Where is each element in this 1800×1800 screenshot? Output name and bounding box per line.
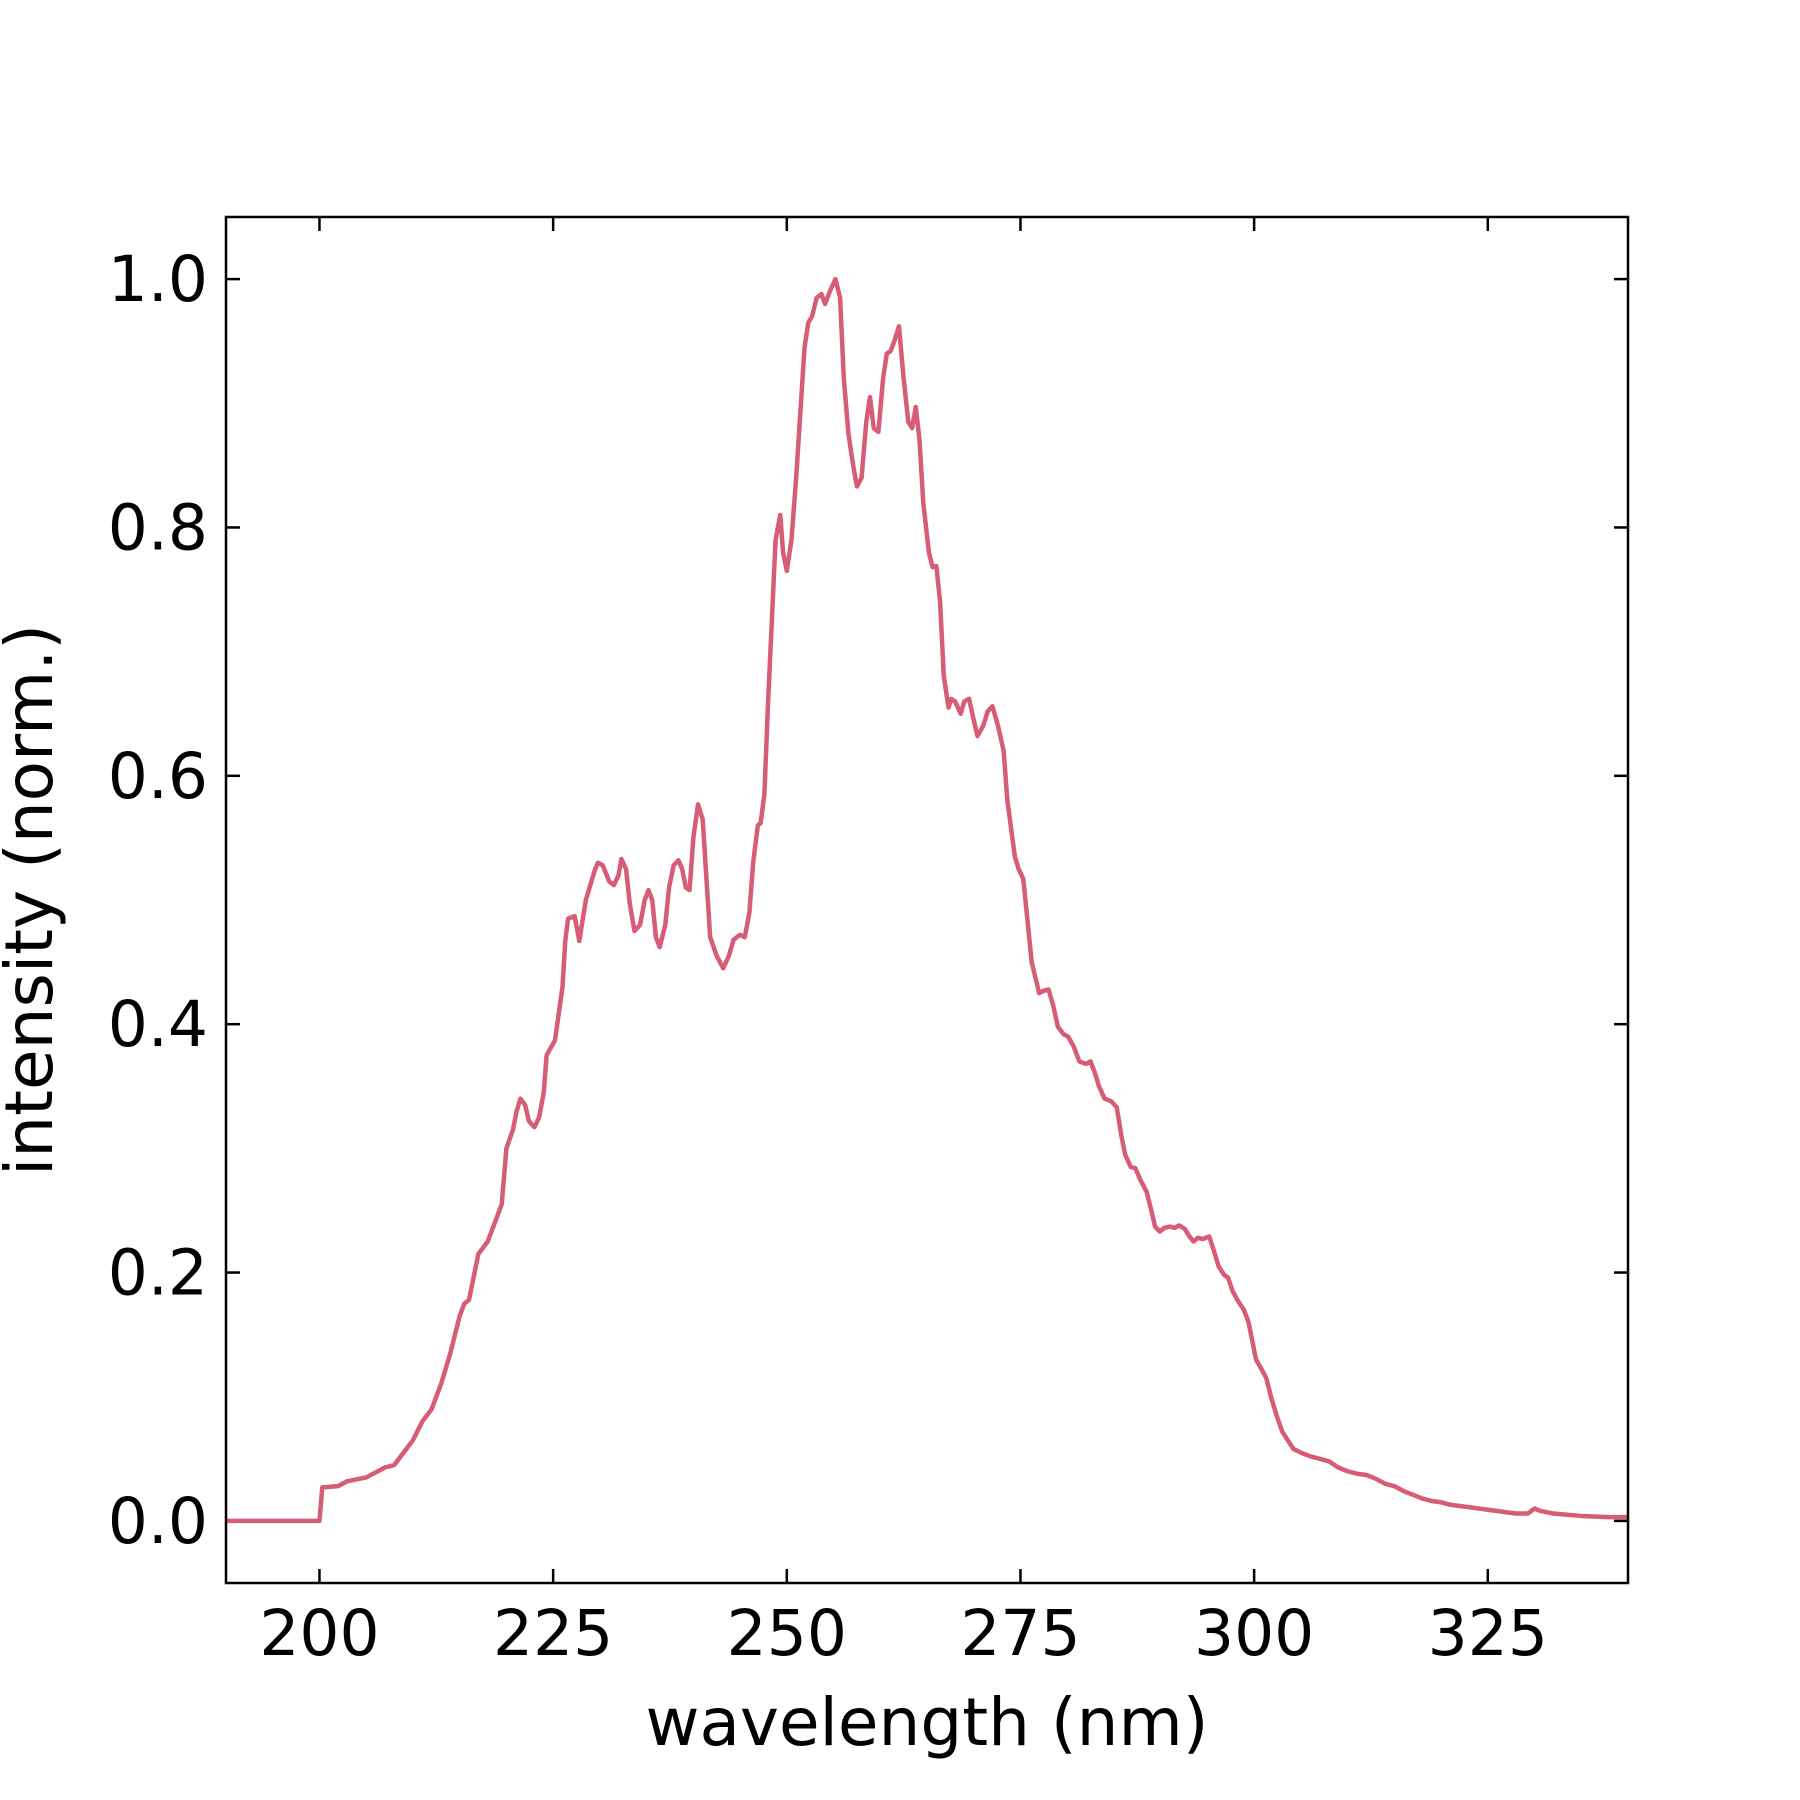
x-axis-label: wavelength (nm)	[645, 1684, 1208, 1761]
x-tick-label: 225	[493, 1597, 613, 1670]
y-tick-label: 0.2	[108, 1237, 208, 1310]
y-tick-label: 0.8	[108, 491, 208, 564]
y-tick-label: 0.0	[108, 1485, 208, 1558]
y-tick-label: 1.0	[108, 243, 208, 316]
x-tick-label: 200	[259, 1597, 379, 1670]
plot-frame	[224, 215, 1630, 1585]
y-tick-label: 0.6	[108, 740, 208, 813]
x-tick-label: 250	[727, 1597, 847, 1670]
x-tick-label: 275	[960, 1597, 1080, 1670]
x-tick-label: 325	[1428, 1597, 1548, 1670]
data-line	[226, 276, 1628, 1524]
y-axis-label: intensity (norm.)	[0, 624, 68, 1176]
x-tick-label: 300	[1194, 1597, 1314, 1670]
y-tick-label: 0.4	[108, 988, 208, 1061]
